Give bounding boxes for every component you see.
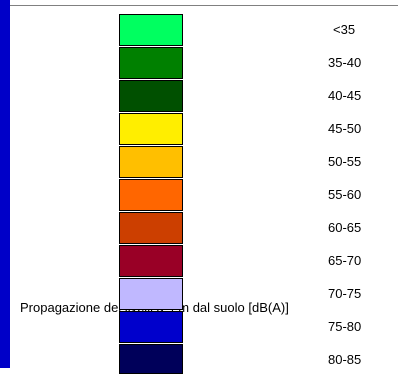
left-edge-bar — [0, 0, 10, 368]
legend-range-label: 65-70 — [328, 253, 362, 268]
legend-swatch — [119, 212, 183, 244]
legend-range-label: <35 — [333, 22, 356, 37]
legend-swatch — [119, 146, 183, 178]
legend-swatch — [119, 245, 183, 277]
legend-swatch — [119, 179, 183, 211]
legend-range-label: 70-75 — [328, 286, 362, 301]
legend-swatch — [119, 47, 183, 79]
legend-range-label: 75-80 — [328, 319, 362, 334]
legend-swatch — [119, 311, 183, 343]
legend-range-label: 40-45 — [328, 88, 362, 103]
legend-range-label: 45-50 — [328, 121, 362, 136]
top-divider — [10, 5, 398, 6]
legend-range-label: 35-40 — [328, 55, 362, 70]
legend-swatch — [119, 278, 183, 310]
legend-swatch — [119, 113, 183, 145]
legend-range-label: 55-60 — [328, 187, 362, 202]
legend-range-label: 80-85 — [328, 352, 362, 367]
legend-swatch — [119, 14, 183, 46]
legend-swatch — [119, 80, 183, 112]
legend-range-label: 50-55 — [328, 154, 362, 169]
legend-swatch — [119, 344, 183, 374]
legend-range-label: 60-65 — [328, 220, 362, 235]
